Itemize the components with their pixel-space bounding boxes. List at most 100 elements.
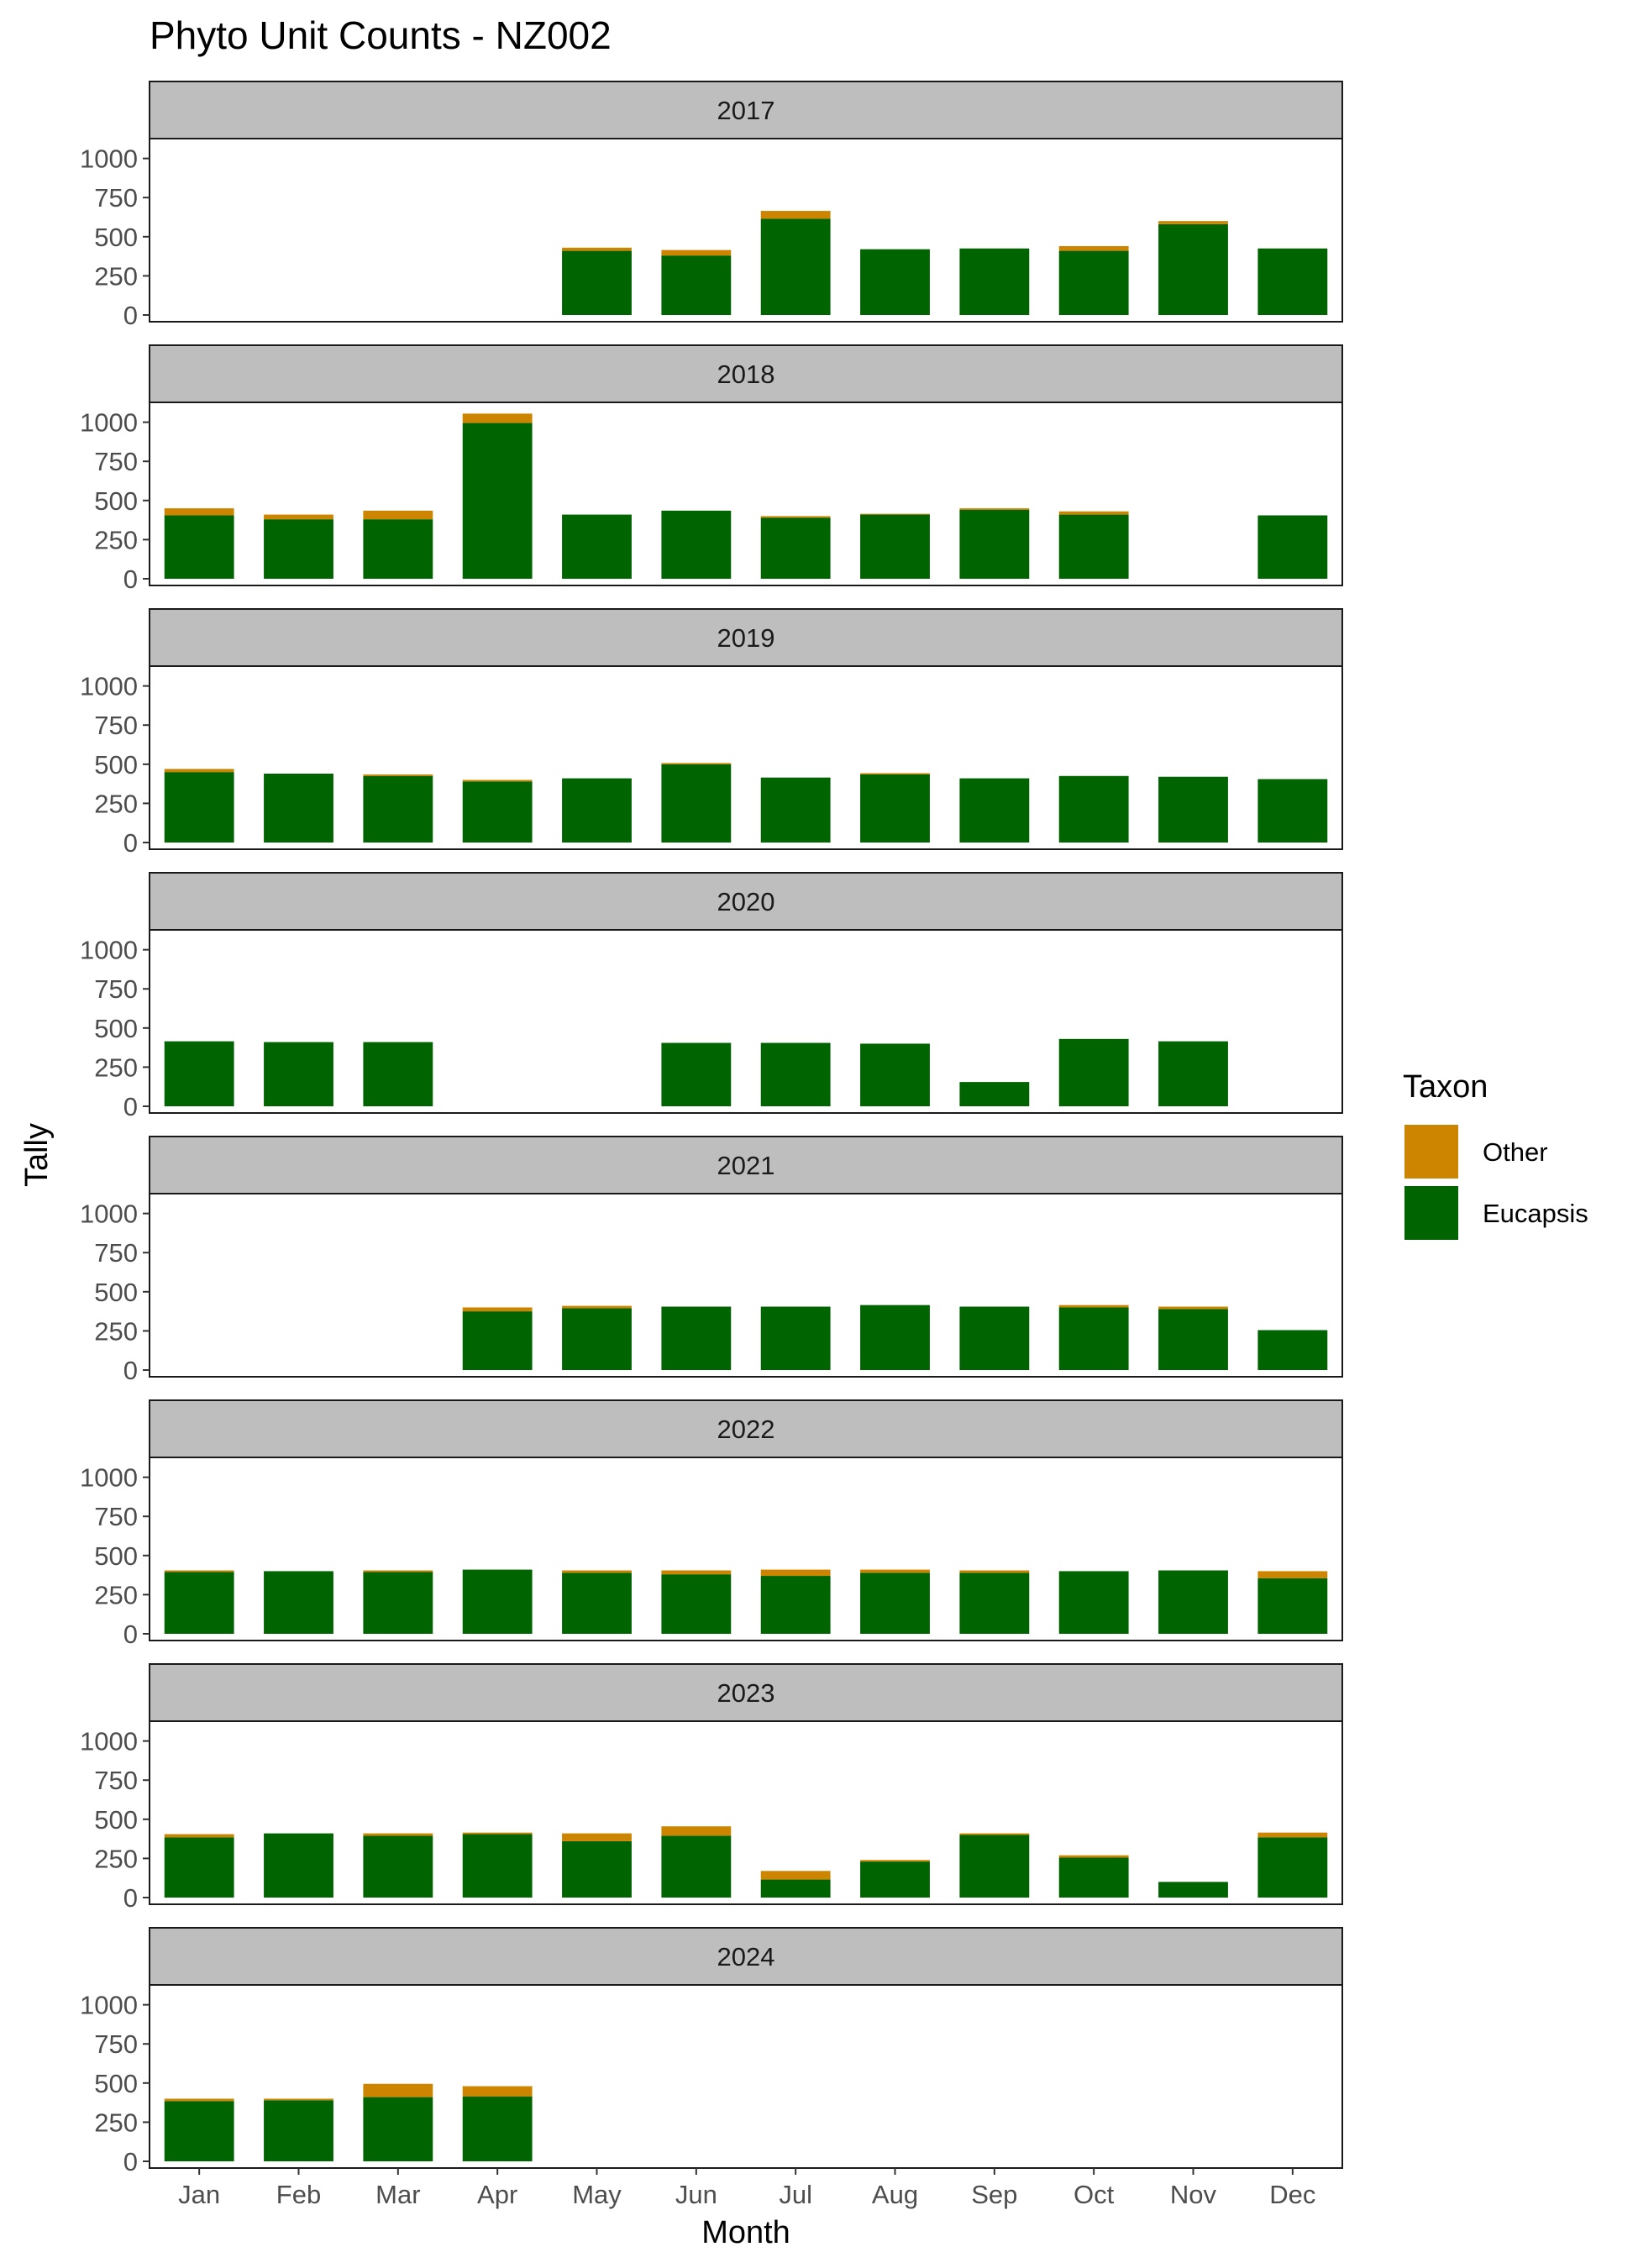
plot-area bbox=[150, 1721, 1342, 1904]
bar-eucapsis-2017-May bbox=[562, 250, 632, 315]
bar-other-2023-Jul bbox=[760, 1871, 831, 1880]
y-tick-label: 1000 bbox=[80, 408, 138, 438]
bar-eucapsis-2019-Nov bbox=[1158, 776, 1228, 843]
plot-border bbox=[149, 665, 1343, 850]
plot-border bbox=[149, 138, 1343, 323]
y-tick-label: 1000 bbox=[80, 1200, 138, 1229]
y-tick-label: 0 bbox=[123, 564, 138, 594]
bar-eucapsis-2018-Apr bbox=[462, 423, 533, 579]
facet-strip bbox=[149, 1927, 1343, 1986]
facet-strip bbox=[149, 344, 1343, 403]
bar-other-2024-Jan bbox=[164, 2098, 234, 2102]
bar-other-2021-May bbox=[562, 1305, 632, 1309]
bar-eucapsis-2019-Aug bbox=[860, 774, 930, 843]
bar-eucapsis-2017-Jul bbox=[760, 218, 831, 315]
y-tick-label: 0 bbox=[123, 1883, 138, 1913]
bar-eucapsis-2023-May bbox=[562, 1840, 632, 1898]
y-tick-label: 0 bbox=[123, 828, 138, 858]
y-tick-label: 1000 bbox=[80, 1727, 138, 1756]
y-tick-label: 500 bbox=[94, 1014, 138, 1043]
bar-eucapsis-2023-Jan bbox=[164, 1837, 234, 1898]
facet-strip-label: 2019 bbox=[717, 623, 775, 653]
y-tick-label: 1000 bbox=[80, 672, 138, 701]
bar-eucapsis-2024-Apr bbox=[462, 2096, 533, 2161]
bar-other-2022-Jan bbox=[164, 1570, 234, 1572]
y-tick-label: 500 bbox=[94, 750, 138, 780]
facet-panel-2020: 2020 0 250 500 750 1000 bbox=[80, 872, 1343, 1121]
facet-strip bbox=[149, 1663, 1343, 1722]
bar-eucapsis-2019-Dec bbox=[1257, 779, 1328, 843]
bar-eucapsis-2021-Oct bbox=[1058, 1307, 1129, 1370]
bar-eucapsis-2020-Jul bbox=[760, 1042, 831, 1106]
plot-border bbox=[149, 1193, 1343, 1378]
bar-eucapsis-2019-Jul bbox=[760, 777, 831, 843]
bar-other-2022-Jul bbox=[760, 1569, 831, 1577]
bar-eucapsis-2024-Feb bbox=[264, 2100, 333, 2161]
plot-area bbox=[150, 1985, 1342, 2168]
bar-eucapsis-2020-Oct bbox=[1058, 1038, 1129, 1106]
bar-other-2017-Oct bbox=[1058, 246, 1129, 251]
bar-eucapsis-2022-Oct bbox=[1058, 1571, 1129, 1634]
bar-eucapsis-2021-May bbox=[562, 1308, 632, 1370]
y-tick-label: 500 bbox=[94, 2069, 138, 2098]
facet-panel-2017: 2017 0 250 500 750 1000 bbox=[80, 81, 1343, 330]
y-tick-label: 1000 bbox=[80, 144, 138, 174]
x-tick-label: Nov bbox=[1170, 2180, 1217, 2209]
y-tick-label: 0 bbox=[123, 1092, 138, 1121]
bar-eucapsis-2018-Sep bbox=[959, 510, 1030, 579]
bar-eucapsis-2023-Feb bbox=[264, 1833, 333, 1898]
bar-other-2019-Jun bbox=[661, 763, 732, 764]
y-tick-label: 750 bbox=[94, 447, 138, 476]
bar-eucapsis-2022-Feb bbox=[264, 1571, 333, 1634]
x-tick-label: Feb bbox=[276, 2180, 321, 2209]
bar-other-2023-Dec bbox=[1257, 1832, 1328, 1838]
facet-strip bbox=[149, 81, 1343, 139]
bar-eucapsis-2019-Oct bbox=[1058, 775, 1129, 843]
bar-eucapsis-2019-Feb bbox=[264, 774, 333, 843]
x-tick-label: Oct bbox=[1074, 2180, 1115, 2209]
x-tick-label: Jun bbox=[675, 2180, 717, 2209]
bar-eucapsis-2017-Aug bbox=[860, 249, 930, 315]
y-tick-label: 500 bbox=[94, 1541, 138, 1571]
bar-other-2024-Apr bbox=[462, 2086, 533, 2097]
bar-eucapsis-2023-Jul bbox=[760, 1879, 831, 1898]
bar-other-2023-Jun bbox=[661, 1826, 732, 1836]
x-axis-title: Month bbox=[701, 2215, 790, 2250]
bar-eucapsis-2018-Mar bbox=[363, 519, 433, 579]
bar-other-2019-Apr bbox=[462, 780, 533, 782]
facet-strip-label: 2022 bbox=[717, 1415, 775, 1444]
bar-eucapsis-2023-Sep bbox=[959, 1835, 1030, 1898]
facet-strip-label: 2020 bbox=[717, 887, 775, 916]
facet-panel-2018: 2018 0 250 500 750 1000 bbox=[80, 344, 1343, 594]
bar-eucapsis-2023-Oct bbox=[1058, 1857, 1129, 1898]
x-tick-label: Mar bbox=[375, 2180, 420, 2209]
y-tick-label: 500 bbox=[94, 223, 138, 252]
bar-eucapsis-2020-Nov bbox=[1158, 1041, 1228, 1106]
facet-strip bbox=[149, 1136, 1343, 1194]
y-tick-label: 750 bbox=[94, 1238, 138, 1268]
plot-border bbox=[149, 402, 1343, 586]
bar-eucapsis-2017-Oct bbox=[1058, 250, 1129, 315]
bar-eucapsis-2020-Jun bbox=[661, 1042, 732, 1106]
facet-panel-2024: 2024 0 250 500 750 1000 bbox=[80, 1927, 1343, 2176]
bar-other-2017-Nov bbox=[1158, 221, 1228, 224]
x-tick-label: Jul bbox=[779, 2180, 812, 2209]
bar-other-2018-Jan bbox=[164, 508, 234, 516]
bar-eucapsis-2021-Jul bbox=[760, 1306, 831, 1370]
bar-eucapsis-2019-Jan bbox=[164, 772, 234, 843]
bar-eucapsis-2018-Jan bbox=[164, 515, 234, 579]
bar-other-2018-Aug bbox=[860, 513, 930, 515]
y-tick-label: 1000 bbox=[80, 936, 138, 965]
y-tick-label: 250 bbox=[94, 789, 138, 818]
bar-other-2019-Aug bbox=[860, 773, 930, 774]
bar-other-2017-Jun bbox=[661, 249, 732, 256]
plot-border bbox=[149, 1457, 1343, 1641]
bar-eucapsis-2024-Mar bbox=[363, 2097, 433, 2161]
bar-eucapsis-2017-Nov bbox=[1158, 223, 1228, 315]
bar-eucapsis-2018-Aug bbox=[860, 514, 930, 579]
x-tick-label: Apr bbox=[477, 2180, 517, 2209]
bar-other-2023-Sep bbox=[959, 1833, 1030, 1835]
y-tick-label: 750 bbox=[94, 974, 138, 1004]
bar-eucapsis-2018-Jun bbox=[661, 510, 732, 579]
